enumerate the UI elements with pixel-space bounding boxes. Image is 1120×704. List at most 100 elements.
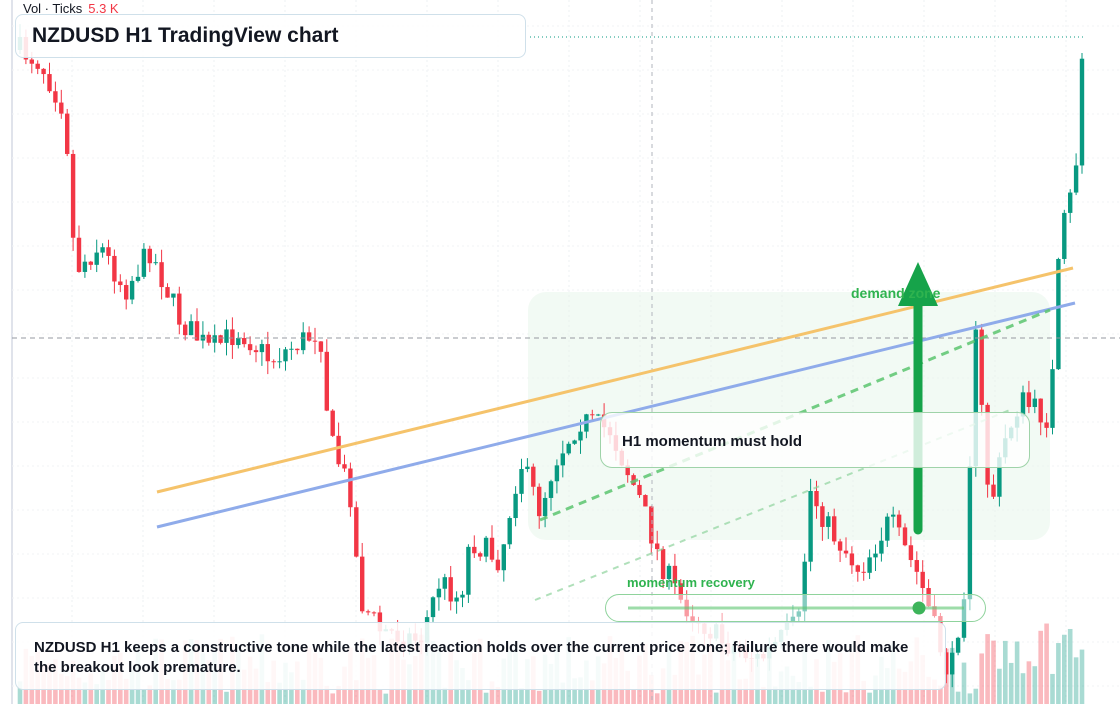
volume-bar [141,689,147,704]
volume-bar [861,680,866,704]
volume-bar [743,678,748,704]
volume-bar [578,677,583,704]
candle-body [430,597,436,618]
candle-body [454,597,459,602]
candle-body [466,546,471,595]
arrow-head [898,262,938,306]
volume-bar [383,693,389,704]
candle-body [820,506,825,527]
volume-bar [867,692,872,704]
candle-body [489,537,495,560]
candle-body [94,252,99,265]
candle-body [29,59,34,64]
candle-body [112,255,117,282]
volume-bar [1020,673,1026,704]
candle-body [88,261,93,265]
candle-body [873,553,878,558]
candle-body [65,113,70,154]
candle-body [590,414,595,416]
candle-body [1079,58,1085,166]
support-line [534,409,1011,601]
candle-body [206,334,211,343]
candle-body [124,285,129,300]
candle-body [1032,398,1037,408]
candle-body [1068,192,1073,213]
candle-body [306,332,312,341]
candle-body [365,611,371,613]
candle-body [336,435,341,465]
volume-bar [442,687,448,704]
candle-body [625,465,630,476]
candle-body [501,544,506,571]
candle-body [967,466,973,600]
volume-bar [713,692,719,704]
candle-body [920,571,925,589]
candle-body [188,321,194,336]
candle-body [1044,422,1049,428]
candle-body [891,514,896,517]
slider-track [628,601,964,615]
volume-bar [737,679,743,704]
candle-body [295,348,300,351]
candle-body [472,546,477,554]
candle-body [354,507,359,557]
candle-body [289,348,294,350]
volume-bar [64,676,70,704]
volume-bar [761,686,766,704]
volume-bar [938,685,943,704]
candle-body [165,287,170,298]
candle-body [436,588,442,598]
volume-bar [843,692,849,704]
candle-body [259,344,265,353]
candle-body [495,559,501,571]
candle-body [560,453,565,466]
candle-body [1056,258,1061,370]
volume-bar [324,685,330,704]
candle-body [318,341,324,352]
volume-bar [572,678,577,704]
candle-body [991,484,996,497]
slider-knob[interactable] [912,601,926,615]
volume-bar [354,680,359,704]
candle-body [808,491,813,562]
candle-body [1062,212,1067,259]
momentum-slider[interactable] [605,594,986,622]
callout: H1 momentum must hold [600,412,1030,468]
candle-body [1038,398,1043,423]
volume-bar [979,653,984,704]
candle-body [277,361,282,363]
candle-body [177,293,182,325]
volume-bar [277,682,282,704]
candle-body [283,349,288,362]
volume-bar [772,686,778,704]
candle-body [572,440,577,444]
volume-bar [495,686,501,704]
chart-title: NZDUSD H1 TradingView chart [15,14,526,58]
candle-body [637,484,642,496]
candle-body [879,540,884,554]
candle-body [218,335,223,343]
candle-body [59,102,64,114]
candle-body [596,414,601,416]
volume-bar [177,679,182,704]
candle-body [236,338,241,346]
candle-body [944,652,949,675]
candle-body [1026,392,1032,408]
candle-body [1020,392,1026,417]
candle-body [861,571,866,573]
candle-body [537,486,542,517]
volume-bar [1003,640,1008,704]
candle-body [194,321,200,341]
candle-body [76,237,82,272]
volume-bar [955,691,961,704]
volume-bar [147,685,153,704]
volume-bar [961,662,967,704]
volume-bar [330,693,335,704]
candle-body [342,464,347,469]
candle-body [330,410,335,436]
volume-bar [94,684,99,704]
candle-body [554,465,560,482]
candle-body [672,565,678,584]
candle-body [519,469,524,494]
volume-bar [265,682,271,704]
